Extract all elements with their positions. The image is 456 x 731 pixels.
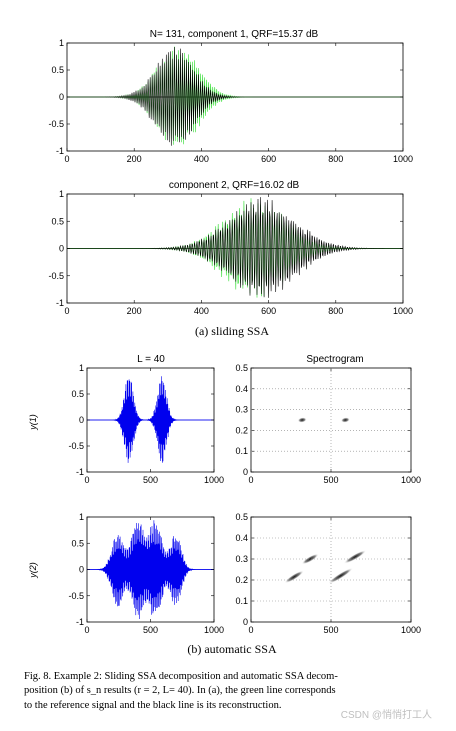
y-tick-label: -1 <box>76 617 84 627</box>
y-tick-label: 0 <box>79 565 84 575</box>
x-tick-label: 0 <box>84 625 89 635</box>
figure-caption-line-3: to the reference signal and the black li… <box>24 700 281 711</box>
y-tick-label: 0 <box>79 415 84 425</box>
spectrogram-blob <box>343 550 367 564</box>
x-tick-label: 200 <box>127 306 142 316</box>
x-tick-label: 1000 <box>401 475 421 485</box>
y-tick-label: 0.5 <box>235 512 248 522</box>
y-axis-label: y(2) <box>28 562 38 579</box>
y-tick-label: 0 <box>243 617 248 627</box>
y-axis-label: y(1) <box>28 414 38 431</box>
x-tick-label: 600 <box>261 306 276 316</box>
y-tick-label: -0.5 <box>48 271 64 281</box>
series-line <box>67 197 403 298</box>
subfigure-caption-b: (b) automatic SSA <box>187 642 277 656</box>
y-tick-label: 1 <box>79 512 84 522</box>
y-tick-label: 0.5 <box>71 538 84 548</box>
spectrogram-blob <box>284 570 304 584</box>
y-tick-label: 0 <box>59 92 64 102</box>
y-tick-label: 0.1 <box>235 446 248 456</box>
y-tick-label: -1 <box>76 467 84 477</box>
plot-title: component 2, QRF=16.02 dB <box>169 180 300 191</box>
plot-title: Spectrogram <box>306 354 363 365</box>
x-tick-label: 1000 <box>393 154 413 164</box>
y-tick-label: 0.2 <box>235 425 248 435</box>
plot-component-1: N= 131, component 1, QRF=15.37 dB 0 200 40… <box>48 29 413 164</box>
plot-y2: y(2) 0 500 1000 1 0.5 0 -0.5 -1 <box>28 512 224 635</box>
x-tick-label: 500 <box>323 625 338 635</box>
plot-spectrogram-1: Spectrogram 0 500 1000 0.5 0.4 0.3 0.2 0.1 0 <box>235 354 421 485</box>
y-tick-label: -0.5 <box>68 441 84 451</box>
y-tick-label: 0 <box>59 244 64 254</box>
x-tick-label: 200 <box>127 154 142 164</box>
plot-y1: L = 40 y(1) 0 500 1000 1 0.5 0 -0.5 -1 <box>28 354 224 485</box>
series-line <box>67 46 403 145</box>
watermark: CSDN @悄悄打工人 <box>341 708 432 721</box>
y-tick-label: 0.3 <box>235 405 248 415</box>
plot-component-2: component 2, QRF=16.02 dB 0 200 400 600 800 1… <box>48 180 413 316</box>
series-line <box>87 520 214 620</box>
x-tick-label: 800 <box>328 306 343 316</box>
x-tick-label: 1000 <box>204 475 224 485</box>
y-tick-label: -0.5 <box>68 591 84 601</box>
y-tick-label: 1 <box>59 189 64 199</box>
x-tick-label: 1000 <box>393 306 413 316</box>
y-tick-label: 0.5 <box>51 216 64 226</box>
y-tick-label: 0.4 <box>235 533 248 543</box>
spectrogram-blob <box>297 417 307 423</box>
x-tick-label: 1000 <box>401 625 421 635</box>
spectrogram-blob <box>328 567 353 584</box>
series-line <box>87 376 214 463</box>
y-tick-label: 0.2 <box>235 575 248 585</box>
x-tick-label: 600 <box>261 154 276 164</box>
spectrogram-blob <box>340 417 350 423</box>
y-tick-label: 0.5 <box>71 389 84 399</box>
plot-title: N= 131, component 1, QRF=15.37 dB <box>150 29 319 40</box>
y-tick-label: 0.5 <box>235 363 248 373</box>
y-tick-label: -1 <box>56 298 64 308</box>
x-tick-label: 0 <box>64 306 69 316</box>
x-tick-label: 0 <box>84 475 89 485</box>
plot-title: L = 40 <box>137 354 165 365</box>
x-tick-label: 500 <box>143 625 158 635</box>
x-tick-label: 500 <box>323 475 338 485</box>
figure-caption-line-1: Fig. 8. Example 2: Sliding SSA decomposi… <box>24 671 338 682</box>
x-tick-label: 800 <box>328 154 343 164</box>
y-tick-label: -0.5 <box>48 119 64 129</box>
y-tick-label: 0.1 <box>235 596 248 606</box>
y-tick-label: 1 <box>79 363 84 373</box>
x-tick-label: 0 <box>64 154 69 164</box>
x-tick-label: 0 <box>248 625 253 635</box>
figure-caption-line-2: position (b) of s_n results (r = 2, L= 4… <box>24 685 336 696</box>
x-tick-label: 400 <box>194 306 209 316</box>
y-tick-label: 0.3 <box>235 554 248 564</box>
y-tick-label: -1 <box>56 146 64 156</box>
plot-spectrogram-2: 0 500 1000 0.5 0.4 0.3 0.2 0.1 0 <box>235 512 421 635</box>
y-tick-label: 1 <box>59 38 64 48</box>
x-tick-label: 1000 <box>204 625 224 635</box>
spectrogram-blob <box>301 553 319 565</box>
x-tick-label: 0 <box>248 475 253 485</box>
y-tick-label: 0.4 <box>235 384 248 394</box>
series-line <box>67 46 403 146</box>
x-tick-label: 500 <box>143 475 158 485</box>
y-tick-label: 0 <box>243 467 248 477</box>
x-tick-label: 400 <box>194 154 209 164</box>
y-tick-label: 0.5 <box>51 65 64 75</box>
subfigure-caption-a: (a) sliding SSA <box>195 324 269 338</box>
